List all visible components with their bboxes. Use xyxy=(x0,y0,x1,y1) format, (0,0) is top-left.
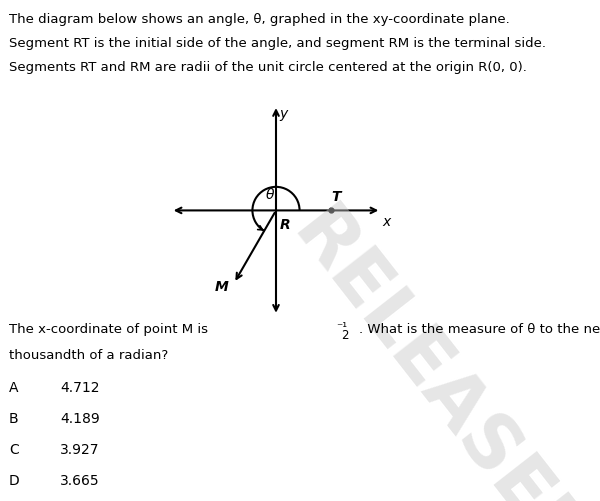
Text: The x-coordinate of point M is: The x-coordinate of point M is xyxy=(9,323,212,336)
Text: Segment RT is the initial side of the angle, and segment RM is the terminal side: Segment RT is the initial side of the an… xyxy=(9,37,546,50)
Text: A: A xyxy=(9,381,19,395)
Text: R: R xyxy=(280,218,290,232)
Text: thousandth of a radian?: thousandth of a radian? xyxy=(9,349,168,362)
Text: 4.712: 4.712 xyxy=(60,381,100,395)
Text: Segments RT and RM are radii of the unit circle centered at the origin R(0, 0).: Segments RT and RM are radii of the unit… xyxy=(9,61,527,74)
Text: 3.665: 3.665 xyxy=(60,474,100,488)
Text: B: B xyxy=(9,412,19,426)
Text: y: y xyxy=(280,107,287,121)
Text: x: x xyxy=(382,215,391,229)
Text: θ: θ xyxy=(266,188,274,201)
Text: C: C xyxy=(9,443,19,457)
Text: The diagram below shows an angle, θ, graphed in the xy-coordinate plane.: The diagram below shows an angle, θ, gra… xyxy=(9,13,510,26)
Text: 4.189: 4.189 xyxy=(60,412,100,426)
Text: 2: 2 xyxy=(341,329,348,342)
Text: ⁻¹: ⁻¹ xyxy=(336,321,347,334)
Text: . What is the measure of θ to the nearest: . What is the measure of θ to the neares… xyxy=(359,323,600,336)
Text: M: M xyxy=(215,280,229,294)
Text: T: T xyxy=(332,190,341,204)
Text: D: D xyxy=(9,474,20,488)
Text: 3.927: 3.927 xyxy=(60,443,100,457)
Text: RELEASED: RELEASED xyxy=(276,197,600,501)
